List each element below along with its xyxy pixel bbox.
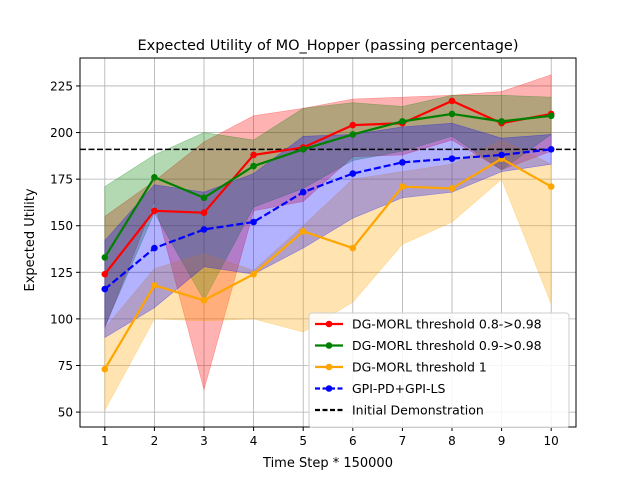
series-2-point [399,118,406,125]
legend: DG-MORL threshold 0.8->0.98 DG-MORL thres… [308,312,570,428]
series-line-1 [103,99,552,275]
x-tick-label: 4 [250,434,258,448]
band-3 [104,139,552,411]
series-1-point [101,270,109,278]
series-2-point [498,118,505,125]
series-1-point [250,151,257,159]
series-1-point [349,121,357,129]
series-line-2 [103,112,552,258]
series-3-point [547,183,555,190]
x-tick-label: 3 [200,434,208,448]
x-tick-label: 2 [151,434,159,448]
series-3-point [200,296,208,304]
x-tick-label: 8 [448,434,456,448]
series-4-point [151,244,158,252]
y-tick-label: 100 [50,312,73,326]
series-3-point [448,185,456,192]
x-tick-label: 10 [544,434,559,448]
series-1-point [151,207,158,215]
series-4-point [349,170,357,177]
y-axis-label: Expected Utility [23,188,38,291]
chart-title: Expected Utility of MO_Hopper (passing p… [137,38,518,54]
series-3-point [299,228,307,235]
series-2-point [101,254,109,261]
y-tick-label: 125 [50,266,73,280]
series-1-point [448,97,456,105]
series-line-3 [103,157,552,370]
series-3-point [349,244,357,252]
series-2-point [151,173,158,181]
series-2-point [250,162,257,170]
series-3-point [101,365,109,373]
series-2-point [349,131,357,138]
series-2-point [200,194,208,202]
legend-label-5: Initial Demonstration [352,403,484,418]
band-2 [104,94,552,327]
y-tick-label: 175 [50,173,73,187]
x-tick-label: 7 [399,434,407,448]
y-tick-label: 225 [50,79,73,93]
series-4-point [448,155,456,162]
series-3-point [151,282,158,289]
legend-marker-3 [325,363,333,371]
series-4-point [101,285,109,293]
series-4-point [250,218,257,226]
legend-box [308,312,570,428]
y-tick-label: 150 [50,219,73,233]
legend-label-4: GPI-PD+GPI-LS [352,381,445,396]
series-4-point [547,146,555,153]
series-4-point [498,151,505,159]
legend-marker-1 [325,320,333,328]
y-tick-label: 50 [58,406,73,420]
series-2-point [448,110,456,118]
x-tick-label: 9 [498,434,506,448]
x-tick-label: 1 [101,434,109,448]
series-3-point [399,183,406,190]
legend-label-2: DG-MORL threshold 0.9->0.98 [352,338,542,353]
series-2-point [299,146,307,153]
series-2-point [547,112,555,120]
series-lines [80,97,576,373]
legend-label-1: DG-MORL threshold 0.8->0.98 [352,317,542,332]
series-4-point [299,188,307,196]
series-4-point [200,226,208,233]
x-tick-label: 6 [349,434,357,448]
confidence-bands [104,74,552,411]
x-axis-label: Time Step * 150000 [262,456,393,471]
y-tick-label: 200 [50,126,73,140]
legend-marker-4 [325,385,333,392]
series-3-point [250,270,257,278]
series-4-point [399,159,406,166]
x-tick-label: 5 [299,434,307,448]
series-line-4 [104,148,552,290]
legend-label-3: DG-MORL threshold 1 [352,360,487,375]
legend-marker-2 [325,342,333,349]
y-tick-label: 75 [58,359,73,373]
series-1-point [200,209,208,216]
